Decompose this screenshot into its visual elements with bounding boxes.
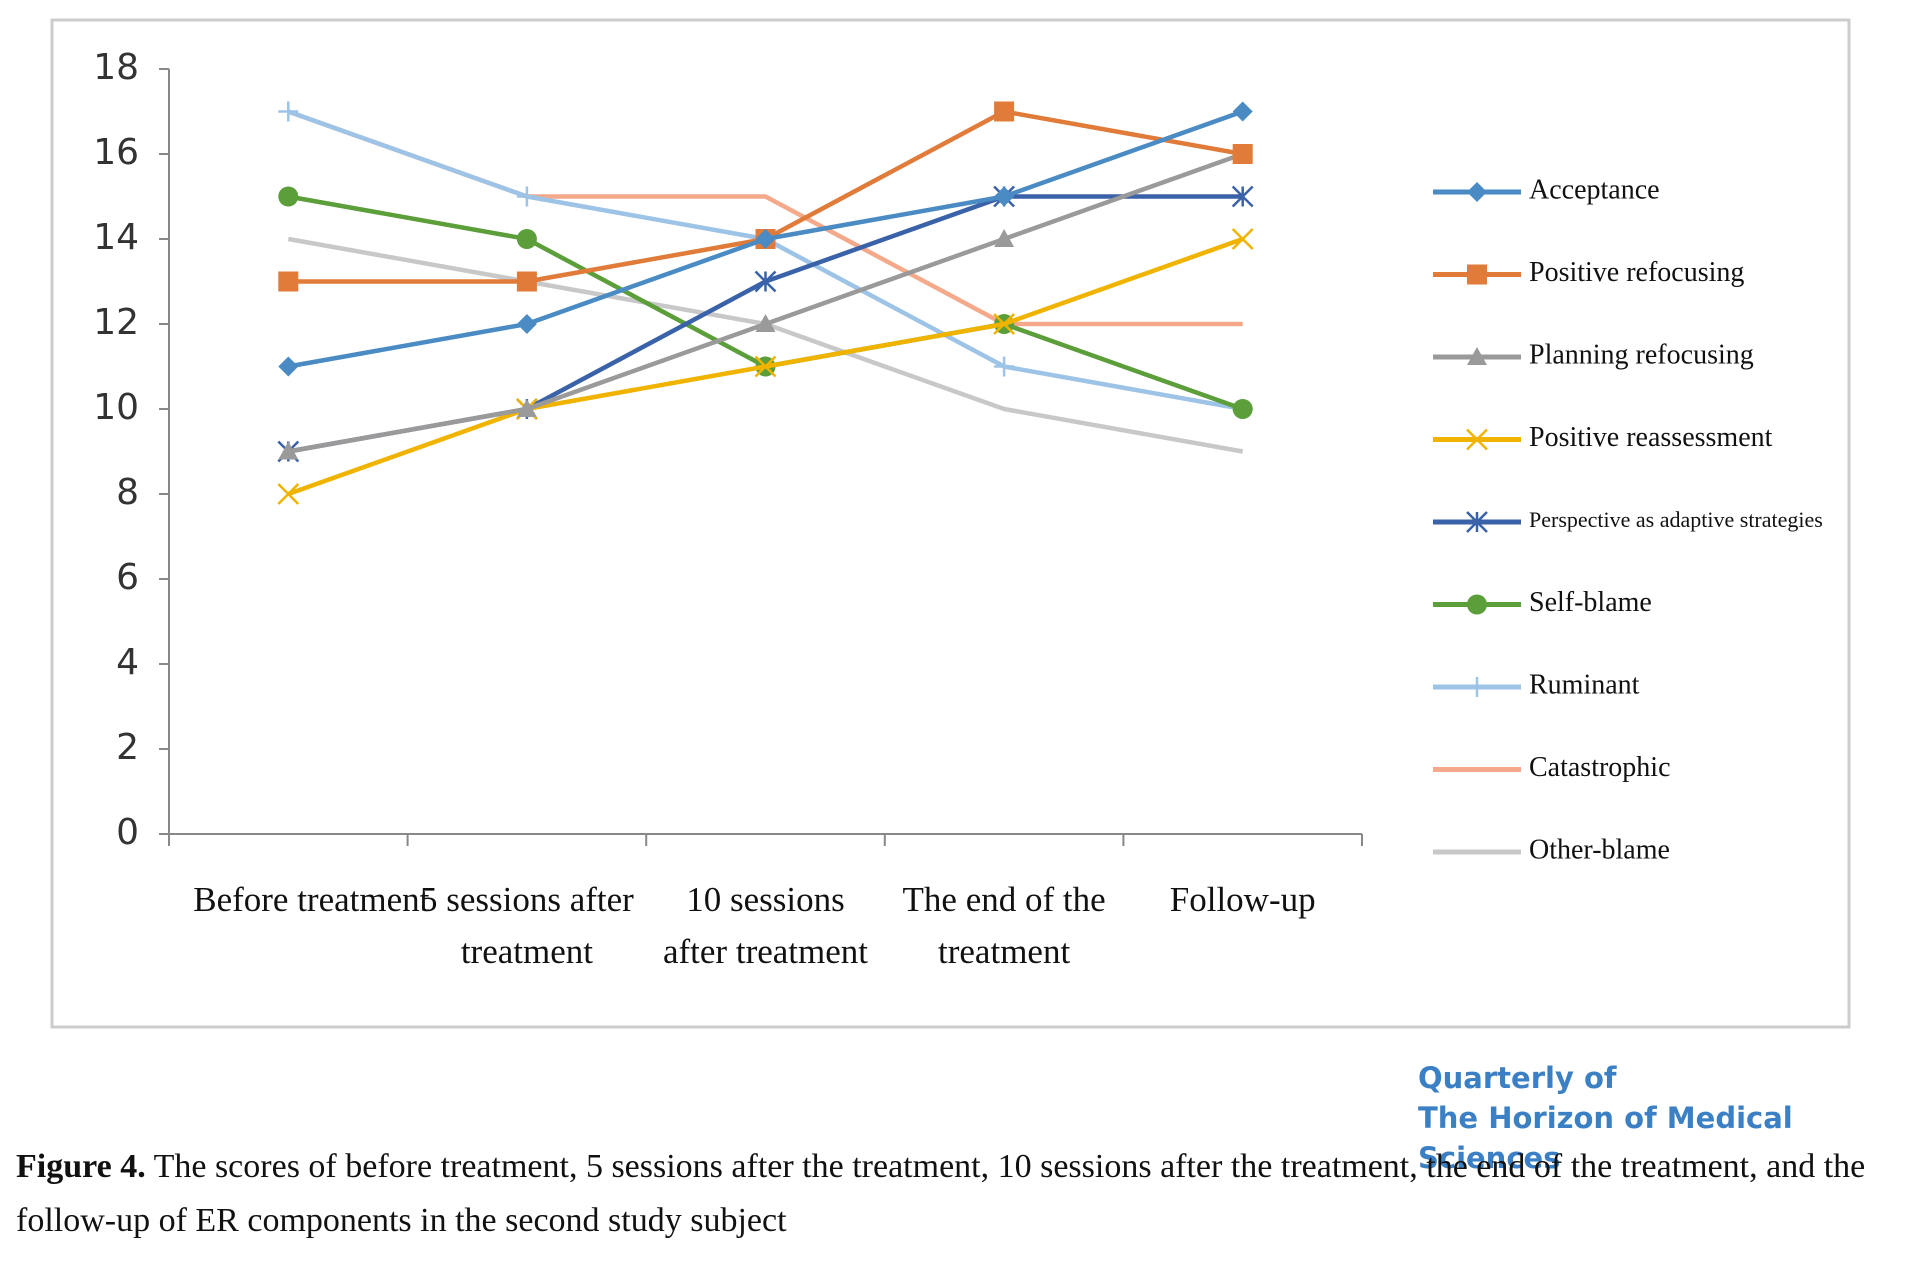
legend-label: Perspective as adaptive strategies [1529, 507, 1823, 532]
legend-label: Other-blame [1529, 834, 1670, 865]
y-tick-label: 2 [116, 727, 139, 768]
marker [278, 186, 299, 207]
legend-marker [1466, 428, 1488, 451]
legend-label: Self-blame [1529, 587, 1652, 618]
marker [993, 313, 1015, 335]
marker [278, 271, 299, 292]
legend-marker [1467, 347, 1487, 365]
legend-label: Catastrophic [1529, 752, 1671, 783]
marker [278, 356, 299, 377]
legend-label: Ruminant [1529, 669, 1640, 700]
marker [516, 271, 537, 292]
legend-marker [1467, 182, 1487, 202]
marker [754, 270, 777, 293]
x-tick-label: 10 sessions after treatment [662, 880, 868, 971]
marker [994, 101, 1015, 122]
marker [754, 355, 777, 378]
marker [516, 229, 537, 249]
legend-marker [1467, 594, 1487, 615]
y-tick-label: 10 [93, 387, 139, 428]
marker [1232, 101, 1253, 122]
marker [278, 101, 299, 122]
legend-marker [1467, 677, 1487, 697]
x-tick-label: Follow-up [1169, 880, 1316, 919]
marker [755, 229, 776, 249]
legend-label: Positive refocusing [1529, 257, 1744, 288]
journal-logo: Quarterly of The Horizon of Medical Scie… [1418, 1058, 1928, 1178]
y-tick-label: 12 [93, 302, 139, 343]
y-tick-label: 14 [93, 217, 139, 258]
marker [994, 229, 1015, 247]
caption-label: Figure 4. [16, 1148, 146, 1185]
journal-line: Quarterly of [1418, 1061, 1617, 1095]
chart-frame [50, 18, 1851, 1029]
marker [994, 356, 1015, 377]
marker [755, 314, 776, 332]
journal-line: The Horizon of Medical Sciences [1418, 1101, 1793, 1175]
marker [1232, 144, 1253, 164]
y-tick-label: 4 [116, 642, 139, 683]
y-tick-label: 6 [116, 557, 139, 598]
marker [1231, 228, 1254, 250]
caption: Figure 4. The scores of before treatment… [16, 1140, 1916, 1248]
marker [278, 441, 299, 460]
y-tick-label: 8 [116, 472, 139, 513]
legend-label: Planning refocusing [1529, 339, 1754, 370]
x-tick-label: 5 sessions after treatment [419, 880, 634, 971]
legend-marker [1466, 511, 1488, 533]
x-tick-label: Before treatment [193, 880, 430, 919]
marker [1231, 185, 1254, 208]
marker [516, 399, 537, 417]
legend-label: Positive reassessment [1529, 422, 1773, 453]
y-tick-label: 0 [116, 812, 139, 853]
marker [277, 483, 300, 505]
legend-label: Acceptance [1529, 174, 1660, 205]
x-tick-label: The end of the treatment [902, 880, 1106, 971]
marker [994, 186, 1015, 207]
y-tick-label: 16 [93, 132, 139, 173]
y-tick-label: 18 [93, 47, 139, 88]
legend-marker [1467, 264, 1487, 285]
marker [1232, 399, 1253, 419]
marker [516, 186, 537, 207]
caption-text: The scores of before treatment, 5 sessio… [16, 1148, 1866, 1239]
marker [516, 314, 537, 334]
